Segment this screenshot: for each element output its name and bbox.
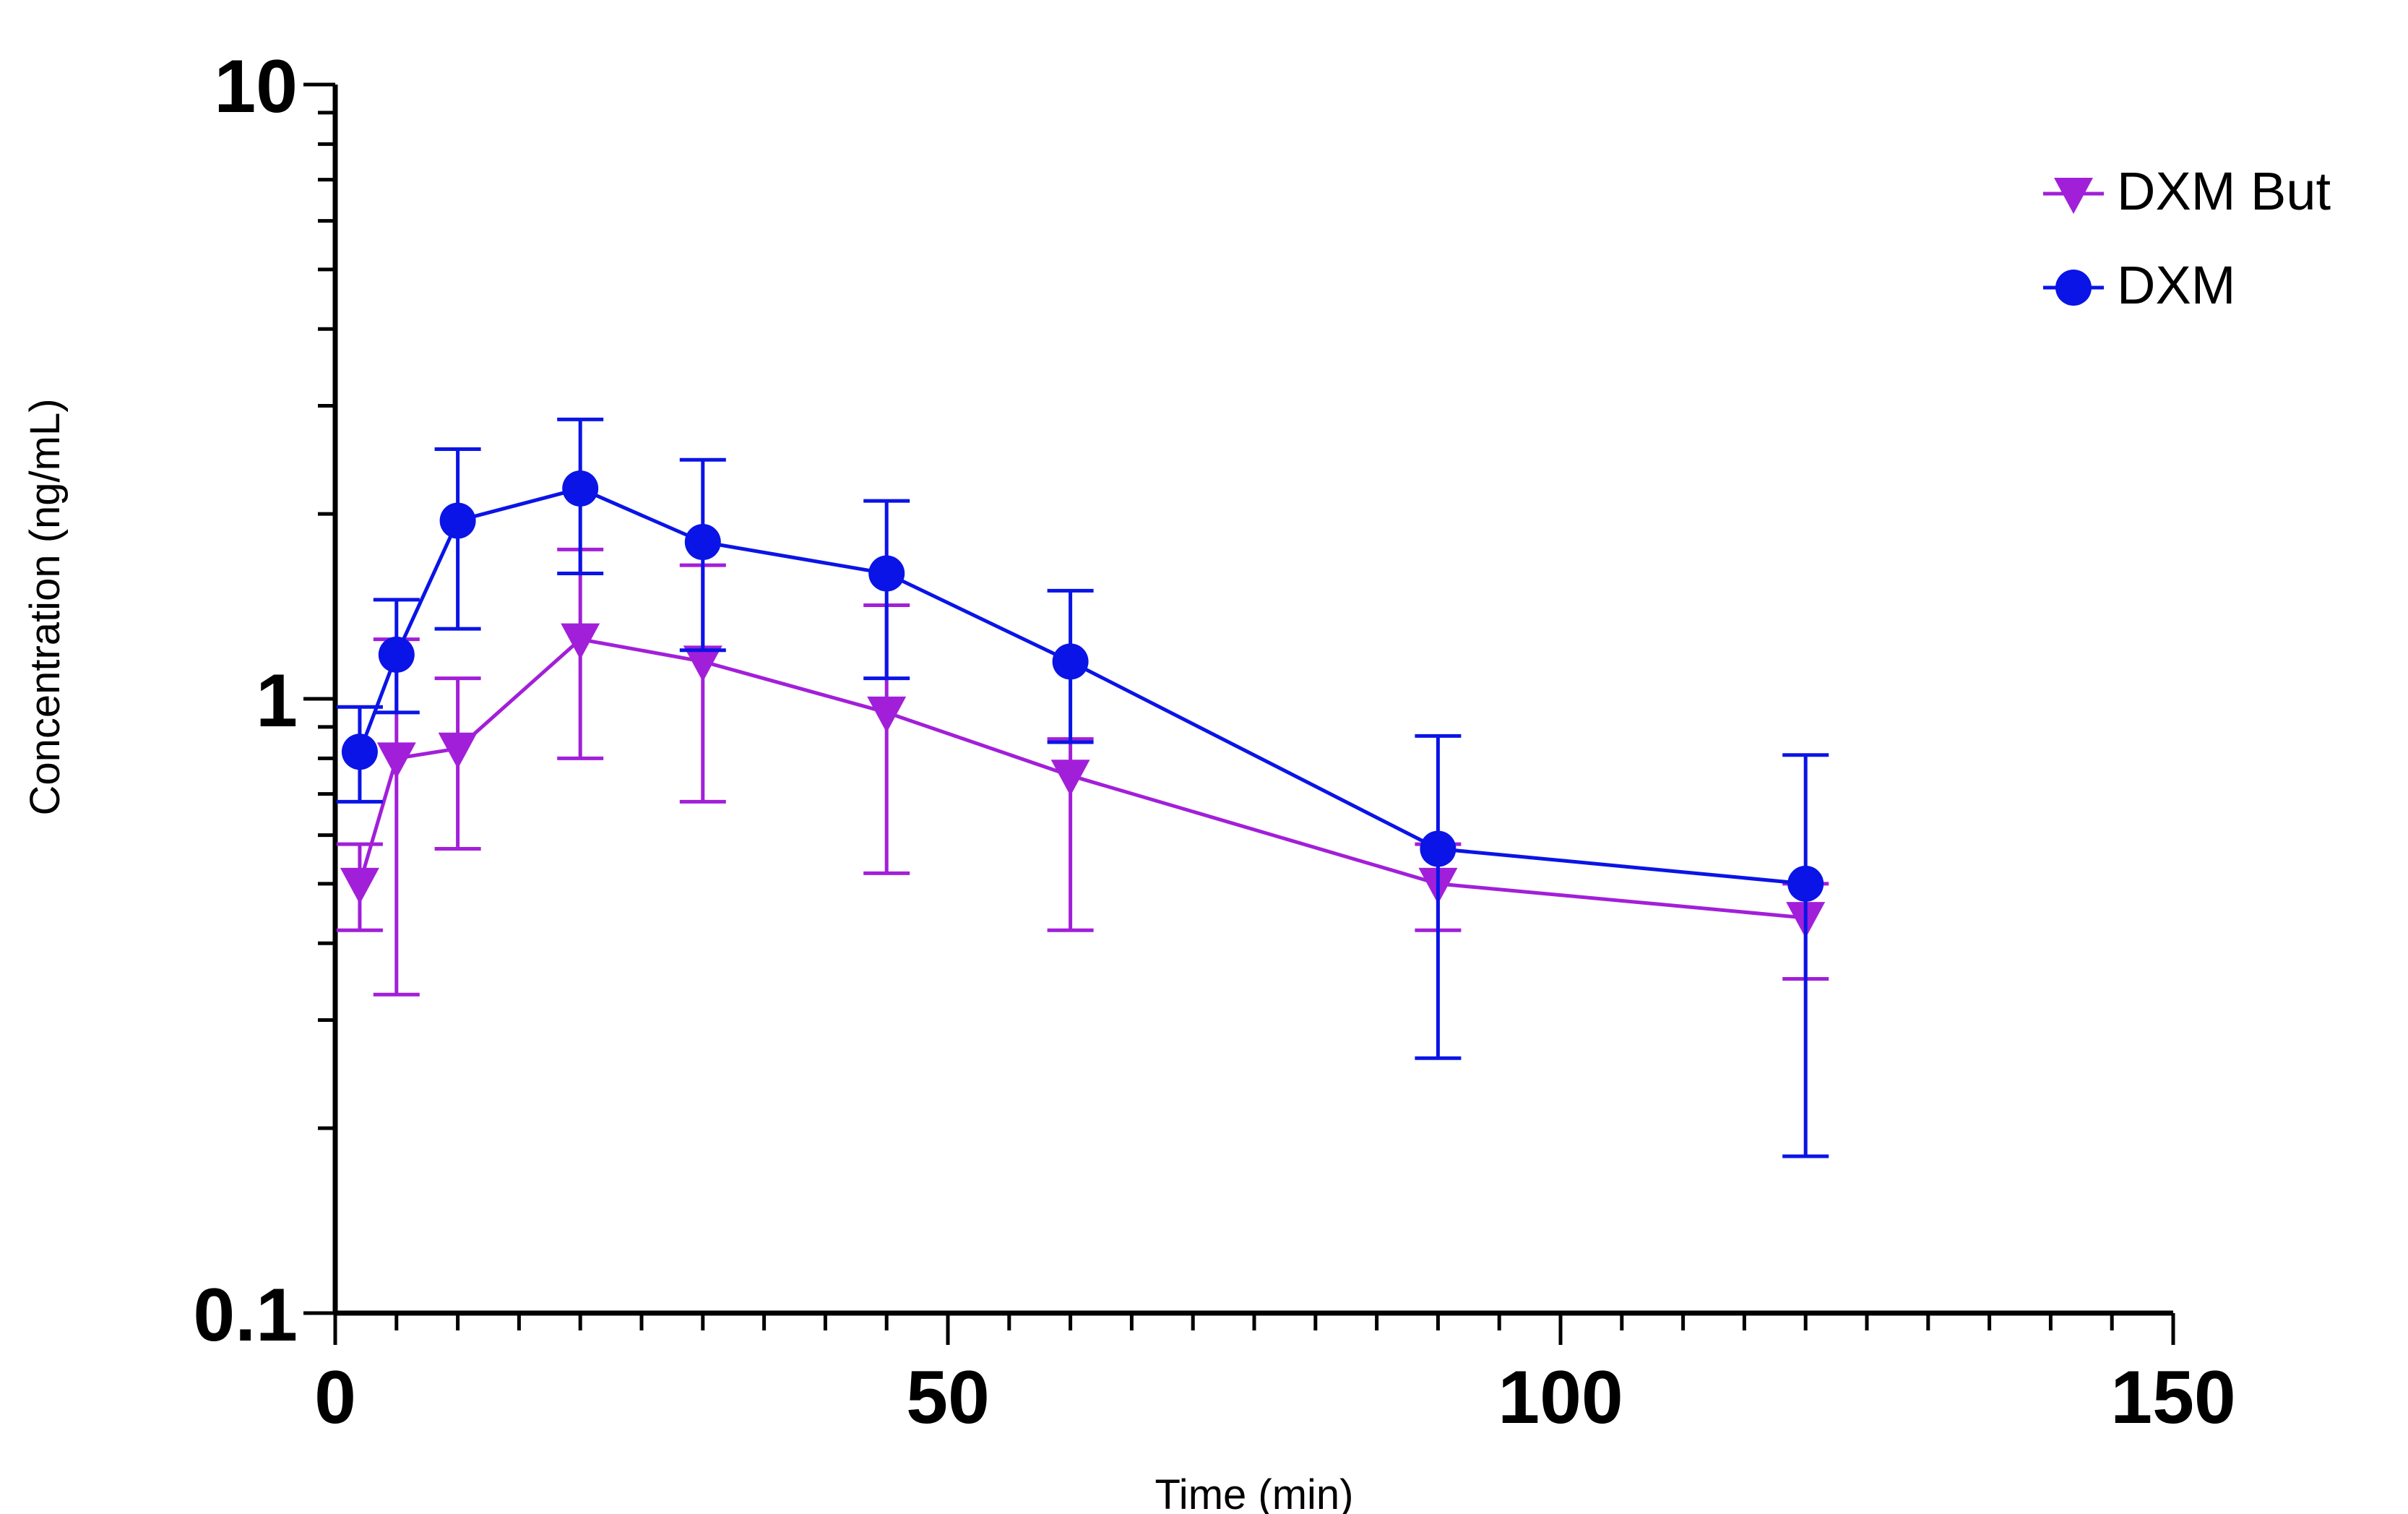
- legend-item-dxm: DXM: [2043, 255, 2235, 315]
- data-point: [868, 555, 905, 592]
- x-axis-title: Time (min): [1155, 1471, 1354, 1514]
- error-bar: [1415, 734, 1462, 1060]
- y-tick-label: 0.1: [193, 1273, 298, 1357]
- data-point: [439, 502, 476, 539]
- series-dxm-but: [336, 547, 1829, 997]
- legend-marker-symbol: [2054, 178, 2093, 214]
- x-tick-label: 100: [1498, 1356, 1623, 1440]
- minor-ticks: [318, 111, 2114, 1330]
- data-point: [684, 524, 721, 561]
- error-bar: [434, 447, 481, 631]
- legend-label-dxm: DXM: [2117, 255, 2235, 315]
- data-point: [341, 734, 378, 770]
- legend-item-dxm-but: DXM But: [2043, 161, 2331, 221]
- error-bar: [1782, 753, 1829, 1158]
- y-tick-label: 1: [256, 659, 298, 743]
- data-point: [562, 470, 599, 507]
- series-dxm: [336, 417, 1829, 1158]
- x-tick-label: 0: [314, 1356, 356, 1440]
- data-point: [1420, 830, 1457, 867]
- y-tick-label: 10: [214, 45, 298, 129]
- series-line: [358, 637, 1806, 920]
- data-point: [867, 696, 907, 733]
- legend-marker-symbol: [2055, 270, 2092, 306]
- data-point: [438, 732, 478, 769]
- plot-area: [336, 417, 1829, 1158]
- major-ticks: [303, 82, 2175, 1345]
- y-axis-title: Concentration (ng/mL): [22, 398, 69, 815]
- data-point: [561, 623, 600, 660]
- tick-labels: 0 50 100 150 0.1 1 10: [193, 45, 2235, 1440]
- x-tick-label: 50: [906, 1356, 990, 1440]
- legend-label-dxm-but: DXM But: [2117, 161, 2331, 221]
- data-point: [376, 742, 416, 779]
- legend: DXM But DXM: [2043, 161, 2331, 315]
- data-point: [340, 867, 379, 904]
- x-tick-label: 150: [2110, 1356, 2236, 1440]
- data-point: [378, 636, 415, 673]
- data-point: [1052, 643, 1089, 680]
- data-point: [1050, 760, 1090, 796]
- data-point: [1787, 865, 1824, 902]
- axes: [332, 85, 2173, 1316]
- data-point: [683, 645, 722, 682]
